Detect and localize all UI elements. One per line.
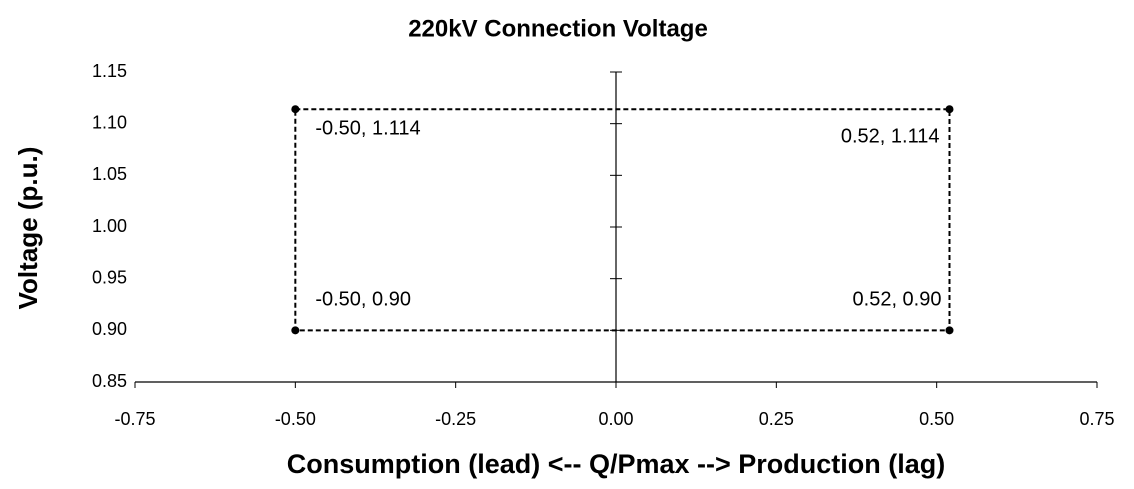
data-label: 0.52, 1.114 — [841, 125, 940, 147]
chart-title: 220kV Connection Voltage — [408, 15, 708, 42]
x-tick-label: 0.50 — [919, 409, 954, 429]
x-axis-label: Consumption (lead) <-- Q/Pmax --> Produc… — [287, 449, 946, 479]
x-tick-label: -0.50 — [275, 409, 316, 429]
x-tick-label: -0.25 — [435, 409, 476, 429]
y-tick-label: 0.85 — [92, 371, 127, 391]
x-tick-label: 0.00 — [598, 409, 633, 429]
y-tick-label: 1.15 — [92, 61, 127, 81]
data-label: 0.52, 0.90 — [853, 289, 942, 311]
data-label: -0.50, 1.114 — [315, 117, 420, 139]
point — [945, 105, 954, 114]
point — [291, 105, 300, 114]
y-tick-label: 0.90 — [92, 319, 127, 339]
data-label: -0.50, 0.90 — [315, 289, 411, 311]
y-tick-label: 0.95 — [92, 267, 127, 287]
x-tick-label: 0.75 — [1079, 409, 1114, 429]
y-tick-label: 1.10 — [92, 112, 127, 132]
point — [945, 326, 954, 335]
x-tick-label: -0.75 — [114, 409, 155, 429]
point — [291, 326, 300, 335]
y-axis-label: Voltage (p.u.) — [13, 147, 43, 310]
y-tick-label: 1.05 — [92, 164, 127, 184]
y-tick-label: 1.00 — [92, 216, 127, 236]
x-tick-label: 0.25 — [759, 409, 794, 429]
